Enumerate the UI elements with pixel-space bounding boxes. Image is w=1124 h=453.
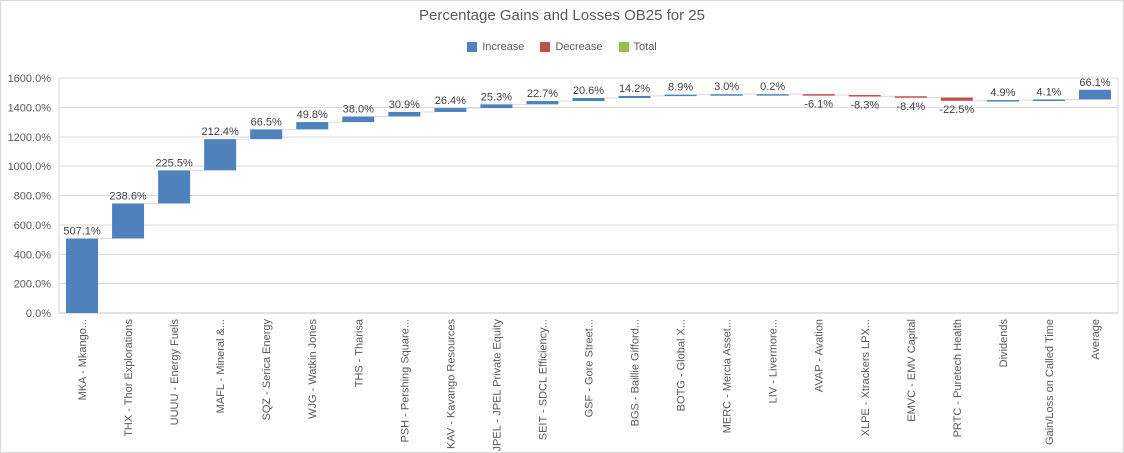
legend-swatch-decrease xyxy=(540,42,551,52)
data-label: 8.9% xyxy=(668,82,693,94)
connector-lines xyxy=(98,93,1079,240)
data-label: 66.1% xyxy=(1079,77,1110,89)
x-axis-category-label: LIV - Livermore... xyxy=(768,319,780,403)
y-axis-tick-label: 0.0% xyxy=(26,308,51,320)
x-axis-category-label: MERC - Mercia Asset... xyxy=(722,319,734,433)
y-axis-tick-label: 1200.0% xyxy=(8,132,52,144)
data-label: 4.1% xyxy=(1036,86,1061,98)
data-label: -6.1% xyxy=(804,99,833,111)
waterfall-bar[interactable] xyxy=(388,111,421,117)
y-axis-tick-label: 800.0% xyxy=(14,191,52,203)
data-label: 22.7% xyxy=(527,88,558,100)
x-axis-category-label: Gain/Loss on Called Time xyxy=(1044,319,1056,445)
legend-label: Increase xyxy=(482,41,525,53)
data-label: 225.5% xyxy=(155,157,193,169)
x-axis-category-label: Dividends xyxy=(998,319,1010,368)
data-label: 212.4% xyxy=(201,126,239,138)
waterfall-bar[interactable] xyxy=(848,95,881,97)
waterfall-bar[interactable] xyxy=(986,100,1019,102)
x-axis-category-label: MAFL - Mineral &... xyxy=(215,319,227,413)
x-axis-category-label: BGS - Baillie Gifford... xyxy=(630,319,642,426)
waterfall-bar[interactable] xyxy=(434,108,467,112)
y-axis-tick-label: 1600.0% xyxy=(8,73,52,85)
data-label: -8.4% xyxy=(896,101,925,113)
waterfall-bar[interactable] xyxy=(158,170,191,204)
x-axis-category-label: UUUU - Energy Fuels xyxy=(169,319,181,426)
waterfall-bar[interactable] xyxy=(66,238,99,313)
waterfall-bar[interactable] xyxy=(526,101,559,105)
data-label: 66.5% xyxy=(251,116,282,128)
waterfall-bar[interactable] xyxy=(204,139,237,171)
bars xyxy=(66,89,1111,313)
waterfall-bar[interactable] xyxy=(618,95,651,99)
x-axis-category-label: BOTG - Global X... xyxy=(676,319,688,411)
x-axis-category-label: THX - Thor Explorations xyxy=(123,319,135,437)
y-axis-tick-label: 1400.0% xyxy=(8,102,52,114)
data-label: 14.2% xyxy=(619,83,650,95)
x-axis: MKA - Mkango... THX - Thor Explorations UU… xyxy=(77,318,1102,451)
chart-title: Percentage Gains and Losses OB25 for 25 xyxy=(418,7,705,24)
waterfall-bar[interactable] xyxy=(112,203,145,239)
legend-swatch-increase xyxy=(467,42,478,52)
waterfall-bar[interactable] xyxy=(894,96,927,98)
waterfall-bar[interactable] xyxy=(940,97,973,101)
legend-item-increase[interactable]: Increase xyxy=(467,41,524,53)
x-axis-category-label: MKA - Mkango... xyxy=(77,319,89,400)
data-label: 507.1% xyxy=(63,226,101,238)
data-label: 26.4% xyxy=(435,95,466,107)
data-labels: 507.1% 238.6% 225.5% 212.4% 66.5% 49.8% 38.0% 3… xyxy=(63,77,1110,238)
legend-label: Total xyxy=(633,41,657,53)
legend-item-total[interactable]: Total xyxy=(618,41,657,53)
legend-swatch-total xyxy=(618,42,629,52)
x-axis-category-label: SEIT - SDCL Efficiency... xyxy=(537,319,549,440)
x-axis-category-label: PSH - Pershing Square... xyxy=(399,319,411,443)
y-axis: 0.0% 200.0% 400.0% 600.0% 800.0% 1000.0% 1200.… xyxy=(8,73,52,320)
waterfall-bar[interactable] xyxy=(250,129,283,140)
data-label: 30.9% xyxy=(389,99,420,111)
y-axis-tick-label: 600.0% xyxy=(14,220,52,232)
data-label: -8.3% xyxy=(850,100,879,112)
waterfall-bar[interactable] xyxy=(1032,99,1065,101)
data-label: 25.3% xyxy=(481,91,512,103)
y-axis-tick-label: 400.0% xyxy=(14,249,52,261)
x-axis-category-label: AVAP - Avation xyxy=(814,319,826,392)
waterfall-bar[interactable] xyxy=(342,116,375,123)
legend-item-decrease[interactable]: Decrease xyxy=(540,41,603,53)
x-axis-category-label: THS - Tharisa xyxy=(353,318,365,387)
waterfall-bar[interactable] xyxy=(756,94,789,96)
data-label: 20.6% xyxy=(573,85,604,97)
data-label: 3.0% xyxy=(714,81,739,93)
data-label: 238.6% xyxy=(109,190,147,202)
x-axis-category-label: XLPE - Xtrackers LPX... xyxy=(860,319,872,436)
chart-legend: Increase Decrease Total xyxy=(1,41,1123,53)
data-label: -22.5% xyxy=(939,104,974,116)
x-axis-category-label: JPEL - JPEL Private Equity xyxy=(491,319,503,452)
x-axis-category-label: PRTC - Puretech Health xyxy=(952,319,964,437)
x-axis-category-label: Average xyxy=(1090,319,1102,360)
waterfall-bar[interactable] xyxy=(572,98,605,102)
waterfall-bar[interactable] xyxy=(296,122,329,130)
x-axis-category-label: WJG - Watkin Jones xyxy=(307,319,319,419)
y-axis-tick-label: 200.0% xyxy=(14,279,52,291)
legend-label: Decrease xyxy=(555,41,603,53)
x-axis-category-label: SQZ - Serica Energy xyxy=(261,319,273,421)
x-axis-category-label: GSF - Gore Street... xyxy=(584,319,596,417)
data-label: 38.0% xyxy=(343,103,374,115)
waterfall-bar[interactable] xyxy=(710,94,743,96)
x-axis-category-label: EMVC - EMV Capital xyxy=(906,319,918,422)
waterfall-bar[interactable] xyxy=(1078,89,1111,100)
x-axis-category-label: KAV - Kavango Resources xyxy=(445,319,457,450)
data-label: 0.2% xyxy=(760,81,785,93)
data-label: 4.9% xyxy=(990,87,1015,99)
waterfall-bar[interactable] xyxy=(664,94,697,97)
waterfall-bar[interactable] xyxy=(480,104,513,109)
data-label: 49.8% xyxy=(297,109,328,121)
y-axis-tick-label: 1000.0% xyxy=(8,161,52,173)
waterfall-bar[interactable] xyxy=(802,94,835,96)
